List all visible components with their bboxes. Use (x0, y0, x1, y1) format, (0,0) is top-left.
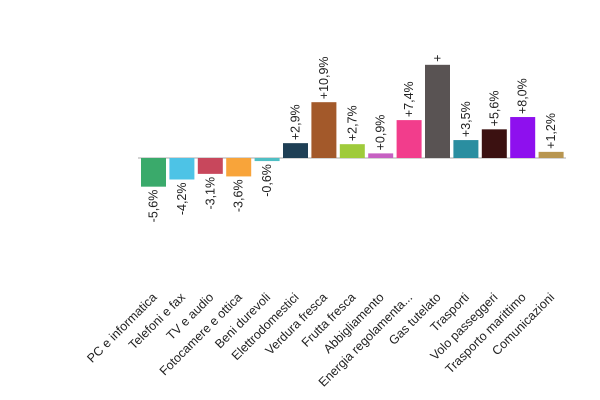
bar[interactable] (453, 140, 479, 158)
bar[interactable] (510, 117, 536, 158)
bar[interactable] (311, 102, 337, 158)
bar[interactable] (141, 158, 166, 187)
bar[interactable] (425, 64, 450, 158)
data-label: -5,6% (147, 190, 161, 223)
data-label: +8,0% (516, 78, 530, 114)
data-label: +3,5% (459, 101, 473, 137)
data-label: +5,6% (487, 91, 501, 127)
data-label: +2,7% (345, 105, 359, 141)
data-label: -3,6% (232, 179, 246, 212)
bar[interactable] (226, 158, 252, 177)
bar[interactable] (254, 158, 280, 162)
bar[interactable] (169, 158, 195, 180)
data-label: +0,9% (374, 115, 388, 151)
data-label: +2,9% (289, 104, 303, 140)
data-label: -4,2% (175, 183, 189, 216)
bar[interactable] (481, 129, 507, 158)
bar[interactable] (283, 143, 308, 158)
bar[interactable] (368, 153, 394, 158)
bar[interactable] (538, 151, 564, 158)
data-label: + (431, 55, 445, 62)
bar[interactable] (339, 144, 365, 158)
data-label: -3,1% (203, 177, 217, 210)
bar[interactable] (197, 158, 223, 174)
bar[interactable] (396, 120, 422, 158)
data-label: +10,9% (317, 56, 331, 99)
data-label: +1,2% (544, 113, 558, 149)
data-label: -0,6% (260, 164, 274, 197)
data-label: +7,4% (402, 81, 416, 117)
